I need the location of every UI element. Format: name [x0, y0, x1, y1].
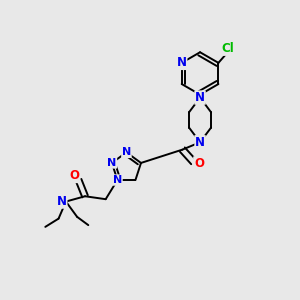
- Text: N: N: [122, 147, 131, 158]
- Text: N: N: [195, 136, 205, 149]
- Text: O: O: [194, 157, 204, 170]
- Text: N: N: [113, 175, 122, 185]
- Text: N: N: [107, 158, 116, 168]
- Text: N: N: [57, 195, 67, 208]
- Text: O: O: [70, 169, 80, 182]
- Text: Cl: Cl: [222, 42, 235, 55]
- Text: N: N: [177, 56, 187, 69]
- Text: N: N: [195, 91, 205, 104]
